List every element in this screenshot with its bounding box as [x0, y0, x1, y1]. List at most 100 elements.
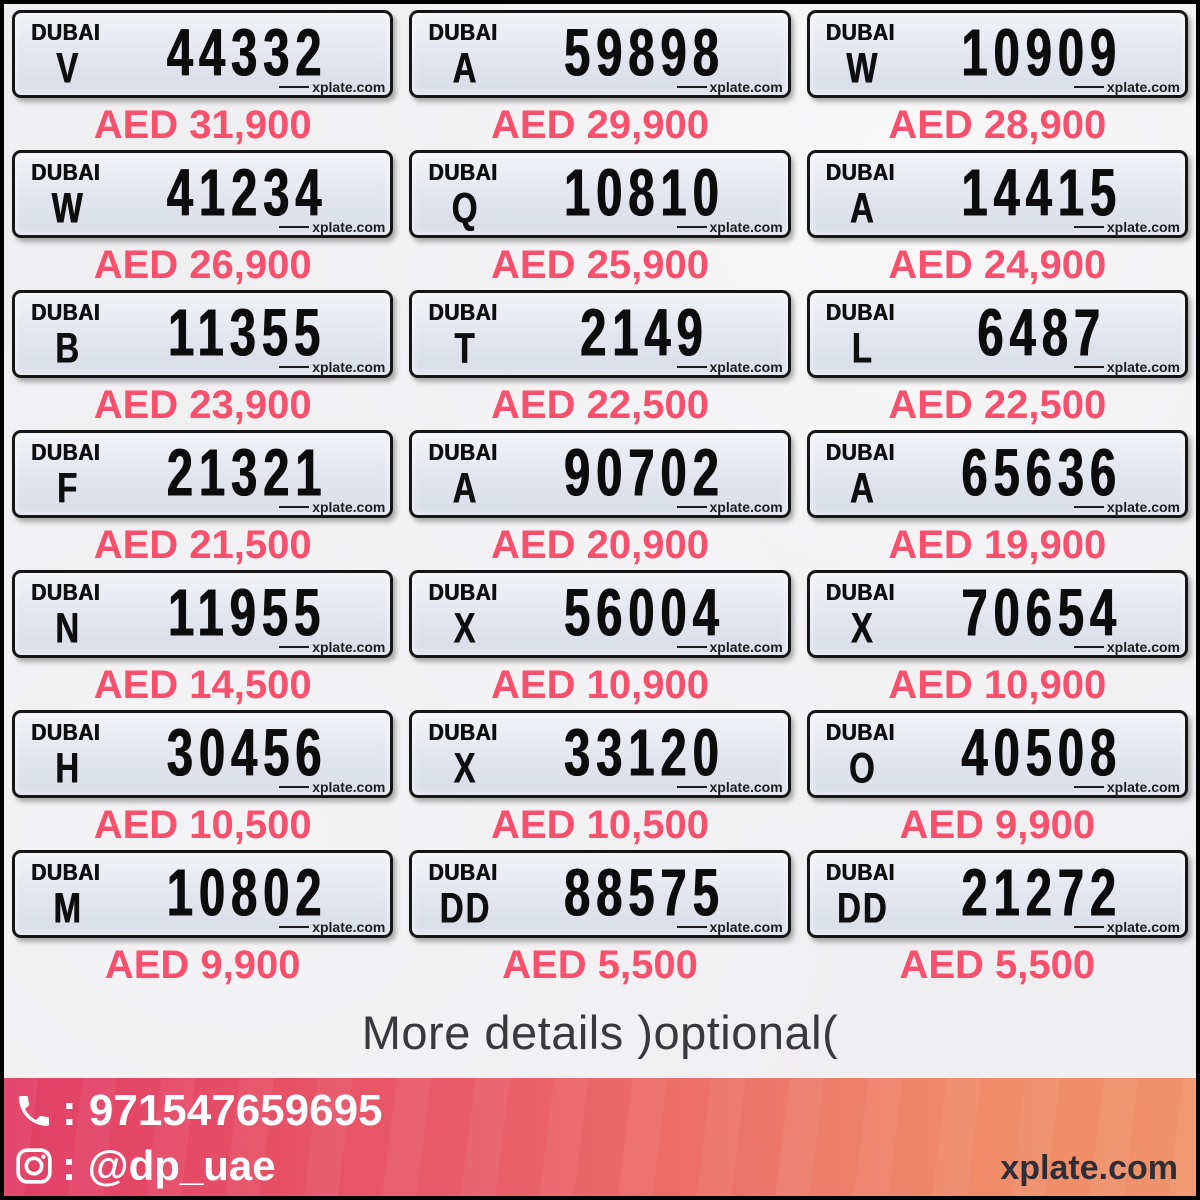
plate-price: AED 10,500 — [491, 803, 709, 847]
license-plate: DUBAI B 11355 xplate.com — [12, 290, 394, 378]
instagram-icon — [14, 1146, 54, 1186]
plate-card: DUBAI Q 10810 xplate.com AED 25,900 — [409, 150, 791, 290]
license-plate: DUBAI DD 21272 xplate.com — [806, 850, 1188, 938]
license-plate: DUBAI A 65636 xplate.com — [806, 430, 1188, 518]
plate-price: AED 22,500 — [888, 383, 1107, 427]
xplate-watermark: xplate.com — [1074, 639, 1180, 655]
plate-number: 40508 — [960, 713, 1122, 790]
plate-price: AED 14,500 — [93, 663, 312, 707]
plate-price: AED 5,500 — [899, 943, 1096, 987]
instagram-row: : @dp_uae — [14, 1142, 1196, 1190]
plate-card: DUBAI T 2149 xplate.com AED 22,500 — [409, 290, 791, 430]
plate-card: DUBAI W 41234 xplate.com AED 26,900 — [12, 150, 394, 290]
plate-letter-code: X — [453, 604, 478, 652]
dubai-logo: DUBAI — [428, 160, 498, 186]
plate-price: AED 9,900 — [104, 943, 301, 987]
plate-number: 10810 — [563, 153, 725, 230]
plate-letter-code: A — [849, 184, 876, 232]
plate-card: DUBAI X 33120 xplate.com AED 10,500 — [409, 710, 791, 850]
plate-number: 44332 — [166, 13, 328, 90]
plate-number: 21272 — [960, 853, 1122, 930]
plate-number: 41234 — [166, 153, 328, 230]
license-plate: DUBAI X 33120 xplate.com — [409, 710, 791, 798]
xplate-watermark: xplate.com — [1074, 919, 1180, 935]
xplate-watermark: xplate.com — [1074, 79, 1180, 95]
plate-price: AED 20,900 — [491, 523, 709, 567]
dubai-logo: DUBAI — [825, 300, 895, 326]
plate-letter-code: DD — [439, 884, 492, 932]
plate-card: DUBAI H 30456 xplate.com AED 10,500 — [12, 710, 394, 850]
dubai-logo: DUBAI — [825, 720, 895, 746]
license-plate: DUBAI A 90702 xplate.com — [409, 430, 791, 518]
plate-letter-code: V — [55, 44, 80, 92]
plate-letter-code: F — [56, 464, 80, 512]
plate-price: AED 23,900 — [93, 383, 312, 427]
plate-price: AED 5,500 — [502, 943, 698, 987]
plate-price: AED 29,900 — [491, 103, 709, 147]
xplate-watermark: xplate.com — [677, 219, 783, 235]
plate-number: 70654 — [960, 573, 1122, 650]
xplate-watermark: xplate.com — [1074, 219, 1180, 235]
xplate-watermark: xplate.com — [677, 919, 783, 935]
plate-letter-code: W — [846, 44, 880, 92]
plate-number: 11955 — [167, 573, 326, 650]
dubai-logo: DUBAI — [31, 440, 100, 466]
plate-card: DUBAI A 14415 xplate.com AED 24,900 — [806, 150, 1188, 290]
xplate-watermark: xplate.com — [279, 639, 385, 655]
phone-icon — [14, 1091, 54, 1131]
license-plate: DUBAI W 10909 xplate.com — [806, 10, 1188, 98]
license-plate: DUBAI H 30456 xplate.com — [12, 710, 394, 798]
license-plate: DUBAI M 10802 xplate.com — [12, 850, 394, 938]
dubai-logo: DUBAI — [31, 300, 100, 326]
xplate-watermark: xplate.com — [279, 499, 385, 515]
dubai-logo: DUBAI — [428, 720, 498, 746]
plate-number: 59898 — [563, 13, 725, 90]
xplate-watermark: xplate.com — [279, 779, 385, 795]
plate-number: 10802 — [166, 853, 328, 930]
plate-price: AED 21,500 — [93, 523, 312, 567]
plate-letter-code: A — [452, 464, 479, 512]
plate-price: AED 22,500 — [491, 383, 709, 427]
xplate-watermark: xplate.com — [279, 219, 385, 235]
dubai-logo: DUBAI — [31, 580, 100, 606]
plate-letter-code: A — [849, 464, 876, 512]
license-plate: DUBAI W 41234 xplate.com — [12, 150, 394, 238]
plate-number: 88575 — [563, 853, 725, 930]
plate-number: 2149 — [579, 293, 709, 370]
plate-number: 10909 — [960, 13, 1122, 90]
xplate-watermark: xplate.com — [279, 79, 385, 95]
license-plate: DUBAI L 6487 xplate.com — [806, 290, 1188, 378]
plate-card: DUBAI L 6487 xplate.com AED 22,500 — [806, 290, 1188, 430]
phone-row: : 971547659695 — [14, 1086, 1196, 1136]
plate-number: 33120 — [563, 713, 725, 790]
plate-number: 21321 — [166, 433, 328, 510]
dubai-logo: DUBAI — [825, 440, 895, 466]
license-plate: DUBAI O 40508 xplate.com — [806, 710, 1188, 798]
plate-letter-code: N — [55, 604, 81, 652]
plate-card: DUBAI O 40508 xplate.com AED 9,900 — [806, 710, 1188, 850]
more-details-text: More details )optional( — [361, 1005, 839, 1059]
plate-card: DUBAI X 56004 xplate.com AED 10,900 — [409, 570, 791, 710]
plate-card: DUBAI M 10802 xplate.com AED 9,900 — [12, 850, 394, 990]
plate-card: DUBAI DD 21272 xplate.com AED 5,500 — [806, 850, 1188, 990]
license-plate: DUBAI X 56004 xplate.com — [409, 570, 791, 658]
xplate-watermark: xplate.com — [677, 499, 783, 515]
plate-letter-code: T — [454, 324, 477, 372]
plate-card: DUBAI X 70654 xplate.com AED 10,900 — [806, 570, 1188, 710]
xplate-watermark: xplate.com — [279, 919, 385, 935]
license-plate: DUBAI V 44332 xplate.com — [12, 10, 394, 98]
dubai-logo: DUBAI — [428, 20, 498, 46]
license-plate: DUBAI T 2149 xplate.com — [409, 290, 791, 378]
plate-letter-code: X — [850, 604, 875, 652]
dubai-logo: DUBAI — [428, 860, 498, 886]
plate-grid: DUBAI V 44332 xplate.com AED 31,900 DUBA… — [4, 4, 1196, 987]
license-plate: DUBAI DD 88575 xplate.com — [409, 850, 791, 938]
phone-number: : 971547659695 — [62, 1086, 383, 1135]
dubai-logo: DUBAI — [31, 160, 100, 186]
plate-card: DUBAI V 44332 xplate.com AED 31,900 — [12, 10, 394, 150]
plate-number: 65636 — [960, 433, 1122, 510]
plate-price: AED 10,900 — [491, 663, 709, 707]
plate-letter-code: DD — [836, 884, 889, 932]
plate-price: AED 10,500 — [93, 803, 312, 847]
dubai-logo: DUBAI — [31, 860, 100, 886]
